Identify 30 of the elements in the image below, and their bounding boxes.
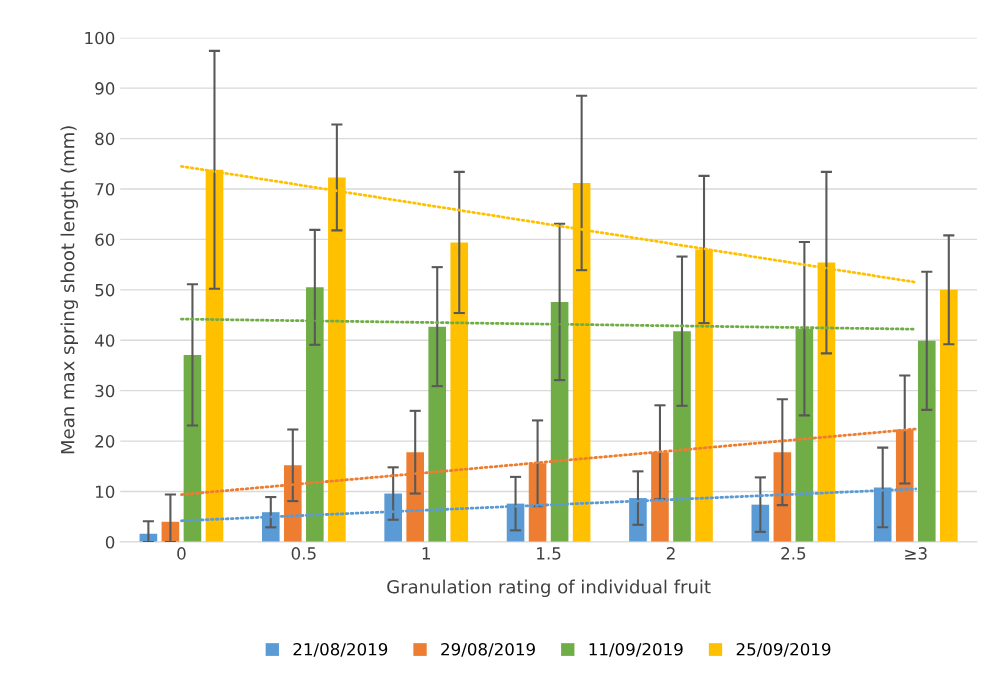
x-tick-label: 1 — [422, 547, 430, 560]
x-tick-label: 0.5 — [291, 547, 316, 560]
legend-label: 11/09/2019 — [589, 642, 683, 657]
y-tick-label: 60 — [95, 233, 115, 246]
legend-label: 21/08/2019 — [293, 642, 388, 657]
bar — [450, 242, 469, 542]
bar — [428, 326, 447, 542]
bar — [939, 289, 958, 542]
y-tick-label: 80 — [95, 132, 115, 146]
legend-label: 25/09/2019 — [736, 642, 831, 657]
x-tick-label: 2 — [666, 547, 675, 560]
y-tick-label: 10 — [96, 485, 115, 499]
x-tick-label: 1.5 — [537, 547, 561, 560]
y-tick-label: 40 — [94, 334, 115, 347]
x-axis-title: Granulation rating of individual fruit — [387, 579, 711, 598]
bar — [183, 354, 202, 542]
y-tick-label: 30 — [95, 384, 115, 398]
y-tick-label: 0 — [105, 535, 115, 549]
x-tick-label: ≥3 — [905, 547, 927, 560]
x-tick-label: 0 — [177, 547, 186, 560]
y-axis-title: Mean max spring shoot length (mm) — [60, 126, 79, 454]
bar — [917, 340, 936, 542]
y-tick-label: 50 — [95, 283, 115, 297]
bar — [673, 331, 691, 542]
y-tick-label: 100 — [85, 31, 115, 45]
y-tick-label: 20 — [95, 435, 115, 448]
y-tick-label: 90 — [95, 82, 115, 95]
x-tick-label: 2.5 — [781, 547, 806, 560]
legend-label: 29/08/2019 — [441, 642, 535, 657]
y-tick-label: 70 — [95, 182, 115, 196]
